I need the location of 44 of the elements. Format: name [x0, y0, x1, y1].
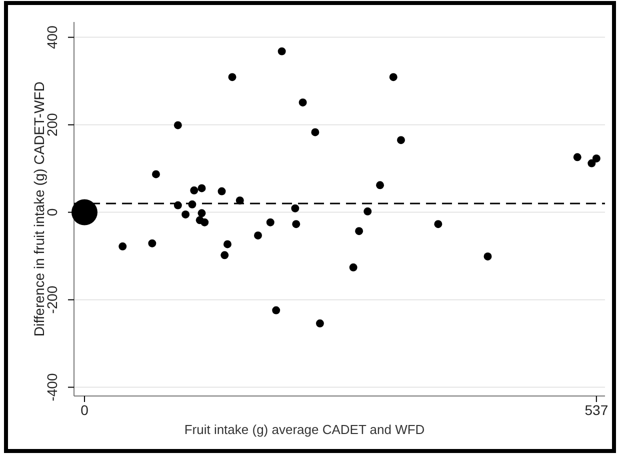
point — [228, 73, 236, 82]
y-axis-title: Difference in fruit intake (g) CADET-WFD — [31, 82, 47, 336]
point — [148, 239, 156, 248]
y-tick-label: -200 — [44, 286, 60, 314]
point — [198, 209, 206, 218]
point — [272, 306, 280, 314]
point — [291, 204, 300, 212]
point — [298, 98, 307, 106]
point — [484, 252, 492, 260]
point — [174, 121, 182, 130]
point — [266, 218, 274, 226]
point — [254, 231, 262, 240]
point — [292, 220, 300, 228]
point — [223, 240, 232, 248]
point — [316, 319, 324, 328]
point — [588, 159, 596, 168]
point — [188, 200, 196, 208]
point — [376, 181, 384, 190]
point — [174, 201, 182, 210]
point — [592, 154, 600, 162]
point — [200, 218, 209, 226]
y-tick-label: 400 — [44, 25, 60, 49]
point — [355, 227, 364, 236]
point — [349, 263, 358, 272]
y-tick-label: 0 — [44, 208, 60, 216]
y-tick-label: 200 — [44, 112, 60, 136]
point — [190, 186, 198, 194]
point — [152, 170, 160, 178]
point — [236, 196, 244, 204]
y-tick-label: -400 — [44, 373, 60, 402]
point — [278, 47, 286, 56]
point — [364, 207, 372, 216]
x-tick-label: 537 — [584, 402, 608, 418]
point — [182, 210, 190, 218]
point — [389, 73, 398, 82]
point — [311, 128, 320, 136]
point — [397, 136, 405, 144]
point — [198, 184, 206, 192]
point — [220, 251, 229, 260]
x-axis-title: Fruit intake (g) average CADET and WFD — [184, 422, 425, 437]
point — [573, 153, 582, 162]
point — [118, 242, 127, 250]
point — [434, 220, 442, 228]
point — [218, 187, 226, 196]
